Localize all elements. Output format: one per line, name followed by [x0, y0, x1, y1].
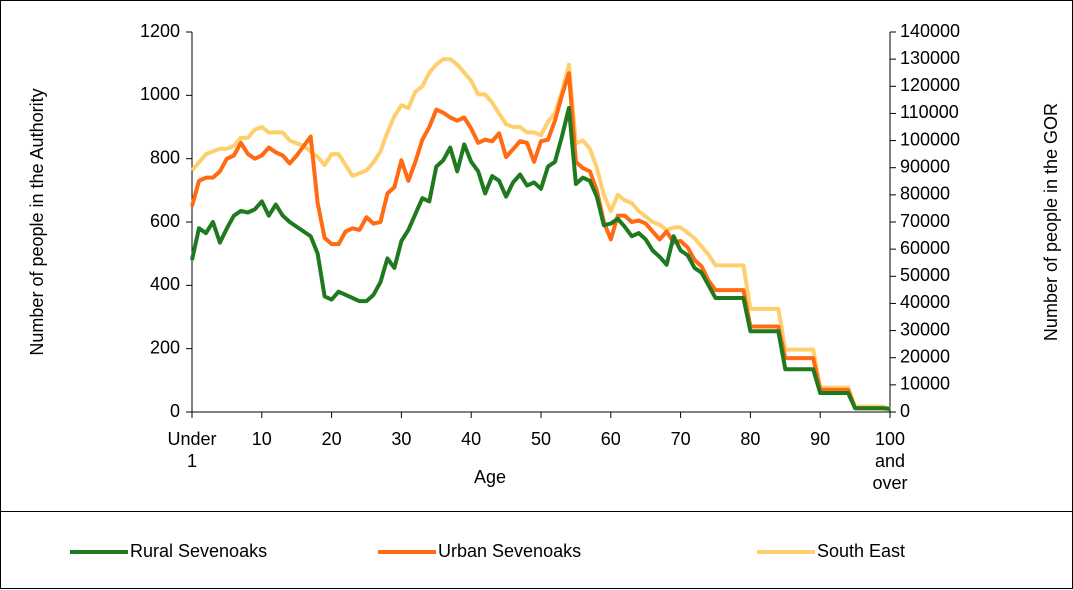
y2-tick-label: 0	[900, 401, 910, 421]
y2-tick-label: 80000	[900, 184, 950, 204]
x-tick-label-box: Under 1	[167, 429, 217, 471]
y2-tick-label: 120000	[900, 75, 960, 95]
legend-label: Urban Sevenoaks	[438, 541, 581, 561]
x-tick-label: 50	[530, 429, 552, 449]
y-tick-label: 800	[150, 147, 180, 167]
x-tick-label-box: 80	[740, 429, 761, 449]
series-line	[190, 106, 891, 411]
series-line	[190, 57, 891, 412]
x-tick-label-box: 90	[810, 429, 831, 449]
x-tick-label: 80	[740, 429, 761, 449]
y2-tick-label: 70000	[900, 211, 950, 231]
y2-tick-label: 10000	[900, 374, 950, 394]
x-tick-label-box: 40	[461, 429, 482, 449]
y2-tick-label: 100000	[900, 129, 960, 149]
y-axis-title: Number of people in the Authority	[27, 88, 47, 355]
y-tick-label: 0	[170, 401, 180, 421]
y2-tick-label: 110000	[900, 102, 959, 122]
x-tick-label-box: 50	[530, 429, 552, 449]
legend-label: Rural Sevenoaks	[130, 541, 267, 561]
y-tick-label: 200	[150, 337, 180, 357]
y-tick-label: 400	[150, 274, 180, 294]
x-tick-label: 30	[391, 429, 412, 449]
x-tick-label: 20	[321, 429, 342, 449]
x-axis-title: Age	[474, 467, 506, 487]
y2-axis-title: Number of people in the GOR	[1041, 103, 1061, 341]
y-tick-label: 1200	[140, 21, 180, 41]
x-tick-label: 10	[251, 429, 272, 449]
y2-tick-label: 20000	[900, 346, 950, 366]
x-tick-label: 40	[461, 429, 482, 449]
x-tick-label: 60	[600, 429, 621, 449]
x-tick-label-box: 70	[670, 429, 691, 449]
x-tick-label-box: 10	[251, 429, 272, 449]
y2-tick-label: 40000	[900, 292, 950, 312]
x-tick-label: Under 1	[167, 429, 217, 471]
legend-label: South East	[817, 541, 905, 561]
x-tick-label-box: 100 and over	[872, 429, 908, 493]
x-tick-label: 100 and over	[872, 429, 908, 493]
x-tick-label-box: 30	[391, 429, 412, 449]
x-tick-label: 90	[810, 429, 831, 449]
y2-tick-label: 60000	[900, 238, 950, 258]
x-tick-label: 70	[670, 429, 691, 449]
y2-tick-label: 140000	[900, 21, 960, 41]
y2-tick-label: 90000	[900, 156, 950, 176]
y2-tick-label: 30000	[900, 319, 950, 339]
x-tick-label-box: 20	[321, 429, 342, 449]
x-tick-label-box: 60	[600, 429, 621, 449]
series-line	[190, 71, 891, 411]
y-tick-label: 600	[150, 211, 180, 231]
y-tick-label: 1000	[140, 84, 180, 104]
y2-tick-label: 50000	[900, 265, 950, 285]
y2-tick-label: 130000	[900, 48, 960, 68]
